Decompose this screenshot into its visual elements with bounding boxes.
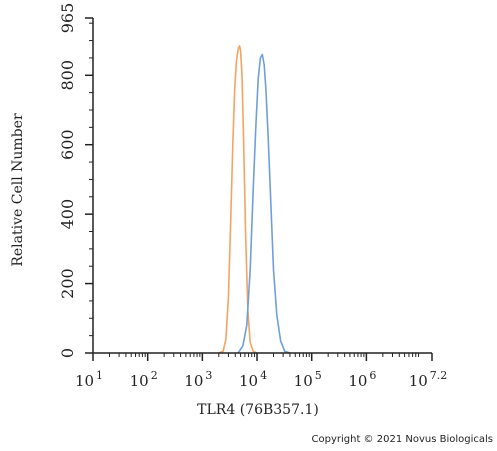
x-tick-label: 10 5 — [294, 369, 322, 390]
x-tick-label: 10 7.2 — [409, 369, 448, 390]
series-line-2 — [237, 53, 291, 354]
x-ticks: 10 1 10 2 10 3 10 4 10 5 10 6 10 7.2 — [75, 353, 447, 390]
y-tick-label: 200 — [58, 268, 77, 299]
y-ticks: 0 200 400 600 800 965 — [58, 3, 93, 358]
series-line-1 — [218, 45, 258, 354]
x-tick-label: 10 3 — [184, 369, 212, 390]
y-axis-label: Relative Cell Number — [10, 113, 26, 267]
x-tick-label: 10 2 — [130, 369, 158, 390]
copyright-text: Copyright © 2021 Novus Biologicals — [311, 434, 493, 445]
x-axis-label: TLR4 (76B357.1) — [197, 402, 319, 418]
y-tick-label: 400 — [58, 199, 77, 230]
y-tick-label: 0 — [58, 348, 77, 358]
y-tick-label: 600 — [58, 129, 77, 160]
x-tick-label: 10 6 — [348, 369, 376, 390]
axes — [92, 18, 432, 354]
x-tick-label: 10 4 — [239, 369, 267, 390]
y-tick-label: 965 — [58, 3, 77, 34]
x-tick-label: 10 1 — [75, 369, 103, 390]
y-tick-label: 800 — [58, 60, 77, 91]
plot-area — [218, 45, 291, 354]
